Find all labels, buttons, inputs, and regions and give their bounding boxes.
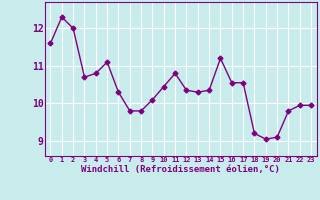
X-axis label: Windchill (Refroidissement éolien,°C): Windchill (Refroidissement éolien,°C)	[81, 165, 280, 174]
